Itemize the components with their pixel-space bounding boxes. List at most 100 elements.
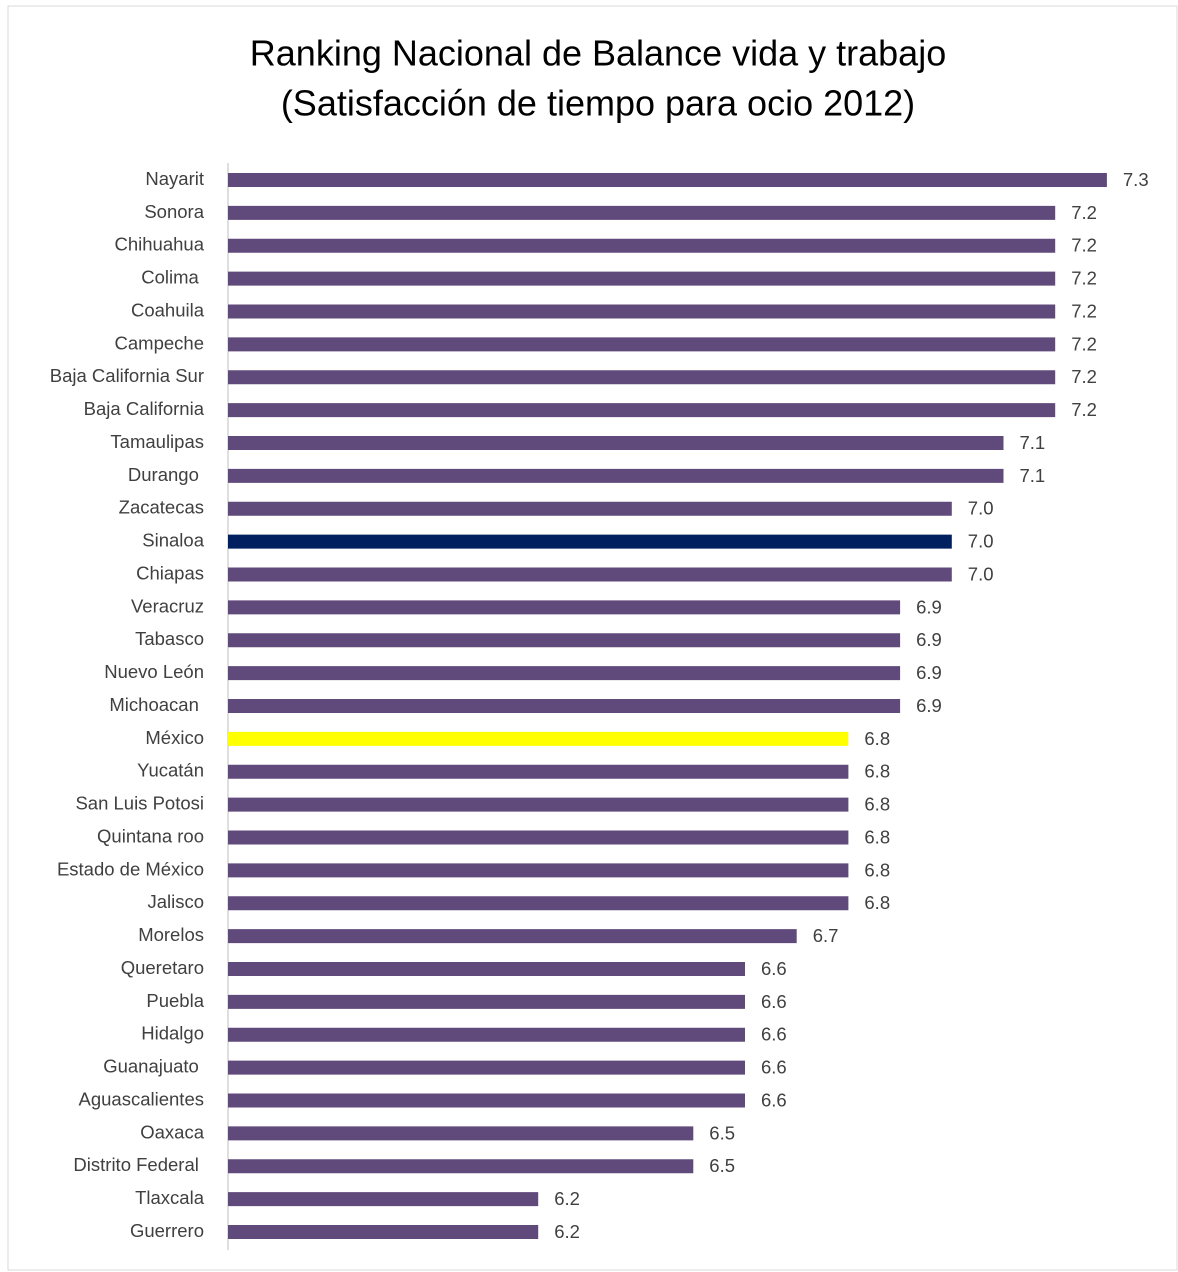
bar	[228, 929, 797, 944]
value-label: 6.6	[761, 958, 787, 979]
category-label: Nuevo León	[104, 661, 204, 682]
chart-title: Ranking Nacional de Balance vida y traba…	[250, 33, 946, 74]
value-label: 7.2	[1071, 268, 1097, 289]
bar	[228, 567, 952, 582]
value-label: 6.8	[864, 728, 890, 749]
category-label: Tamaulipas	[110, 431, 204, 452]
bar	[228, 863, 849, 878]
value-label: 6.9	[916, 629, 942, 650]
value-label: 6.6	[761, 1089, 787, 1110]
bar	[228, 896, 849, 911]
value-label: 6.9	[916, 596, 942, 617]
bar	[228, 1093, 745, 1108]
category-label: Guerrero	[130, 1220, 204, 1241]
value-label: 6.7	[813, 925, 839, 946]
bar	[228, 1225, 539, 1239]
value-label: 6.2	[554, 1188, 580, 1209]
bar	[228, 1027, 745, 1042]
value-label: 7.0	[968, 563, 994, 584]
category-label: Chihuahua	[115, 234, 205, 255]
bar	[228, 173, 1107, 187]
value-label: 6.8	[864, 794, 890, 815]
category-label: Tabasco	[135, 628, 204, 649]
category-label: Tlaxcala	[135, 1187, 205, 1208]
bar	[228, 830, 849, 845]
bar	[228, 666, 901, 681]
bar	[228, 205, 1056, 220]
bar	[228, 600, 901, 615]
category-label: Baja California	[84, 398, 205, 419]
category-label: Distrito Federal	[73, 1154, 204, 1175]
category-label: Jalisco	[147, 891, 204, 912]
value-label: 7.2	[1071, 366, 1097, 387]
value-label: 6.8	[864, 859, 890, 880]
category-label: Colima	[141, 267, 204, 288]
bar	[228, 238, 1056, 253]
bar	[228, 403, 1056, 418]
category-label: Coahuila	[131, 299, 205, 320]
category-label: Guanajuato	[103, 1056, 204, 1077]
value-label: 6.5	[709, 1155, 735, 1176]
bar	[228, 1192, 539, 1207]
bar	[228, 304, 1056, 319]
category-label: Veracruz	[131, 595, 204, 616]
value-label: 7.0	[968, 531, 994, 552]
category-label: Zacatecas	[119, 497, 204, 518]
value-label: 6.8	[864, 826, 890, 847]
bar	[228, 271, 1056, 286]
category-label: San Luis Potosi	[75, 793, 204, 814]
bar	[228, 633, 901, 648]
bar	[228, 1159, 694, 1174]
bar	[228, 1060, 745, 1075]
value-label: 6.6	[761, 991, 787, 1012]
category-label: Nayarit	[145, 168, 204, 189]
bar	[228, 337, 1056, 352]
bar	[228, 797, 849, 812]
category-label: Hidalgo	[141, 1023, 204, 1044]
value-label: 6.6	[761, 1024, 787, 1045]
category-label: Oaxaca	[140, 1121, 204, 1142]
chart-title: (Satisfacción de tiempo para ocio 2012)	[281, 83, 915, 124]
value-label: 6.8	[864, 761, 890, 782]
category-label: Sinaloa	[142, 530, 204, 551]
category-label: Puebla	[146, 990, 204, 1011]
value-label: 7.2	[1071, 300, 1097, 321]
value-label: 6.8	[864, 892, 890, 913]
value-label: 6.5	[709, 1122, 735, 1143]
bar	[228, 370, 1056, 385]
value-label: 6.2	[554, 1221, 580, 1242]
category-label: Michoacan	[109, 694, 204, 715]
value-label: 7.2	[1071, 399, 1097, 420]
bar	[228, 962, 745, 976]
category-label: Estado de México	[57, 858, 204, 879]
value-label: 6.9	[916, 695, 942, 716]
category-label: Sonora	[144, 201, 204, 222]
value-label: 7.2	[1071, 235, 1097, 256]
bar	[228, 764, 849, 779]
category-label: Quintana roo	[97, 825, 204, 846]
bar	[228, 501, 952, 516]
value-label: 7.2	[1071, 202, 1097, 223]
category-label: Aguascalientes	[79, 1088, 204, 1109]
value-label: 7.2	[1071, 333, 1097, 354]
value-label: 7.3	[1123, 169, 1149, 190]
category-label: Yucatán	[137, 760, 204, 781]
category-label: Campeche	[115, 332, 204, 353]
bar	[228, 731, 849, 746]
bar	[228, 699, 901, 713]
value-label: 7.0	[968, 498, 994, 519]
category-label: Durango	[128, 464, 204, 485]
value-label: 6.9	[916, 662, 942, 683]
category-label: Morelos	[138, 924, 204, 945]
value-label: 7.1	[1020, 432, 1046, 453]
bar	[228, 1126, 694, 1141]
bar	[228, 468, 1004, 483]
value-label: 7.1	[1020, 465, 1046, 486]
bar	[228, 994, 745, 1009]
bar	[228, 436, 1004, 450]
value-label: 6.6	[761, 1057, 787, 1078]
category-label: México	[145, 727, 204, 748]
category-label: Queretaro	[121, 957, 204, 978]
